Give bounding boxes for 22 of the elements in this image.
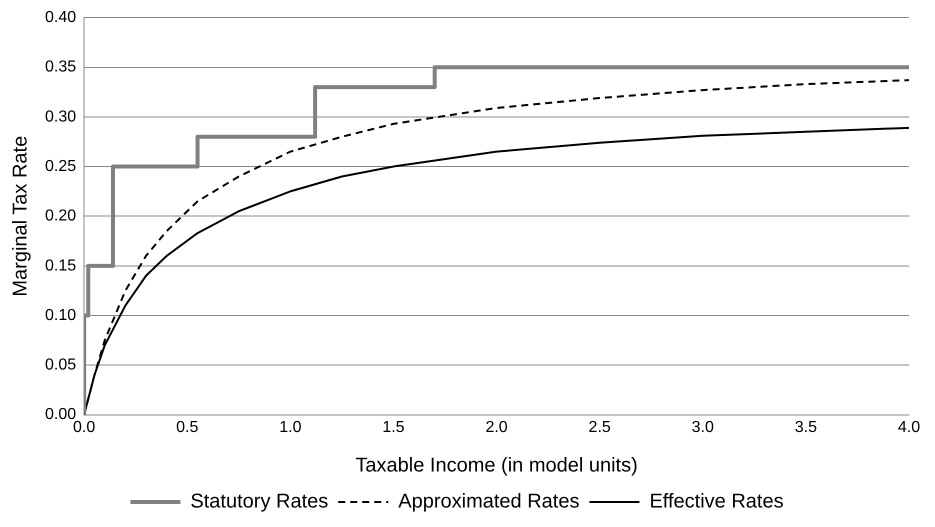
x-tick-label: 4.0 xyxy=(898,418,920,436)
y-tick-label: 0.15 xyxy=(45,257,76,274)
x-tick-label: 3.0 xyxy=(692,418,714,436)
x-tick-label: 1.0 xyxy=(279,418,302,436)
legend-label: Statutory Rates xyxy=(190,490,328,513)
x-tick-label: 2.5 xyxy=(588,418,611,436)
x-tick-label: 0.5 xyxy=(176,418,198,436)
legend-label: Effective Rates xyxy=(649,490,784,513)
y-tick-label: 0.05 xyxy=(45,356,76,374)
y-axis-title: Marginal Tax Rate xyxy=(10,136,32,297)
y-tick-label: 0.40 xyxy=(45,9,76,26)
y-tick-label: 0.30 xyxy=(45,108,76,126)
x-tick-label: 3.5 xyxy=(794,418,818,436)
x-tick-label: 1.5 xyxy=(382,418,405,436)
legend-label: Approximated Rates xyxy=(398,490,580,513)
x-axis-title: Taxable Income (in model units) xyxy=(355,454,638,477)
y-tick-label: 0.10 xyxy=(45,306,76,324)
y-tick-label: 0.35 xyxy=(45,58,76,76)
y-tick-label: 0.25 xyxy=(45,158,76,175)
x-tick-label: 2.0 xyxy=(485,418,508,436)
x-tick-label: 0.0 xyxy=(73,418,96,436)
y-tick-label: 0.20 xyxy=(45,208,76,225)
